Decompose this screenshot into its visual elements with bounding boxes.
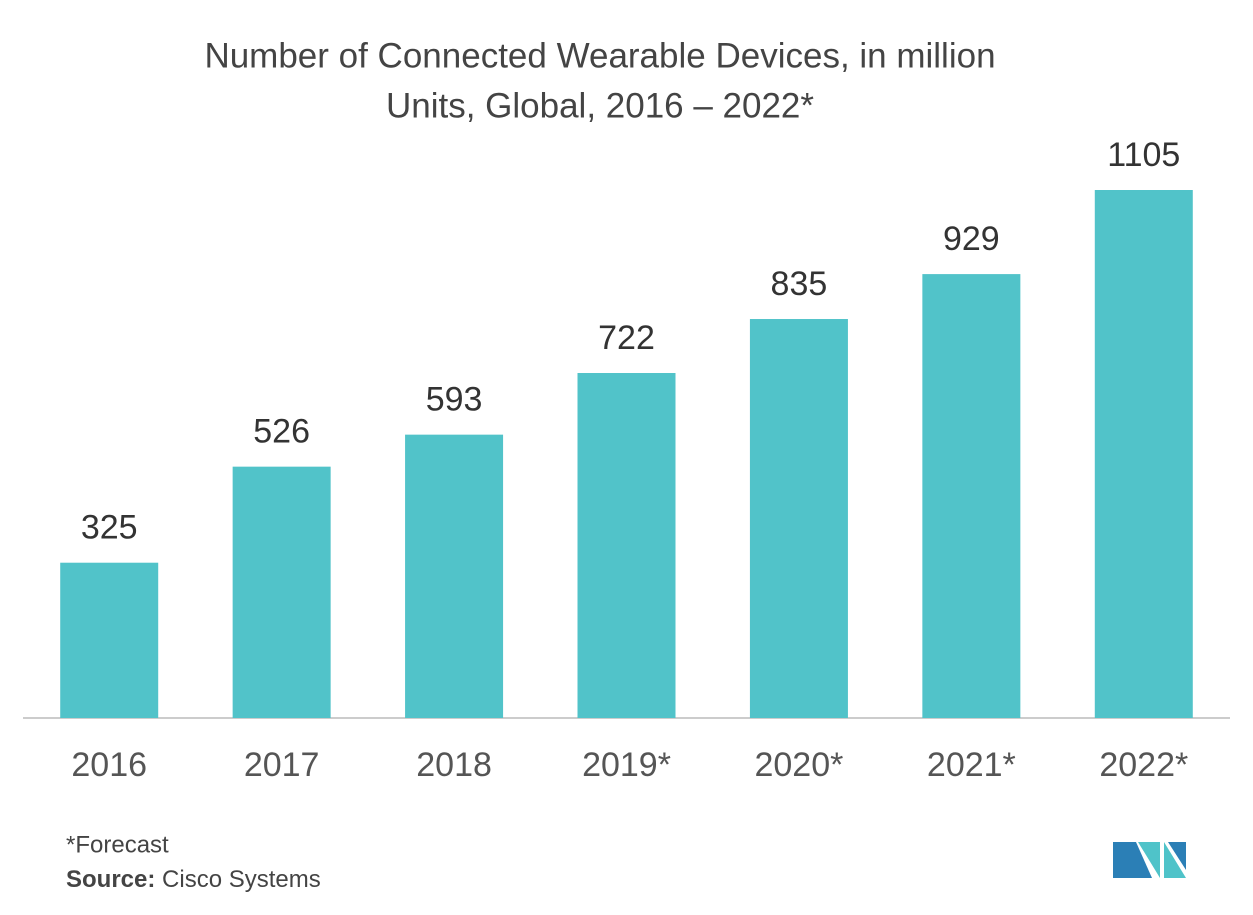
x-tick-label: 2018 — [416, 746, 492, 784]
value-label: 722 — [598, 319, 655, 357]
x-tick-label: 2021* — [927, 746, 1016, 784]
x-tick-label: 2016 — [71, 746, 147, 784]
x-tick-label: 2017 — [244, 746, 320, 784]
value-label: 325 — [81, 509, 138, 547]
value-label: 835 — [771, 265, 828, 303]
source: Source: Cisco Systems — [66, 866, 321, 893]
x-tick-label: 2019* — [582, 746, 671, 784]
chart-title: Units, Global, 2016 – 2022* — [386, 86, 814, 125]
footnote: *Forecast — [66, 831, 169, 858]
bar — [922, 274, 1021, 718]
logo-shape — [1113, 842, 1152, 878]
chart-title: Number of Connected Wearable Devices, in… — [204, 36, 995, 75]
bar — [60, 562, 159, 718]
value-label: 526 — [253, 413, 310, 451]
bar — [405, 434, 504, 718]
bar — [577, 373, 676, 718]
logo-shape — [1168, 842, 1186, 870]
bar — [1094, 190, 1193, 718]
value-label: 929 — [943, 220, 1000, 258]
value-label: 593 — [426, 381, 483, 419]
logo — [1113, 842, 1186, 878]
bar — [232, 466, 331, 718]
source-label: Source: — [66, 866, 155, 893]
logo-shape — [1164, 842, 1186, 878]
value-label: 1105 — [1107, 136, 1180, 174]
bar — [749, 319, 848, 718]
logo-shape — [1138, 842, 1160, 878]
x-tick-label: 2022* — [1099, 746, 1188, 784]
x-tick-label: 2020* — [754, 746, 843, 784]
source-name: Cisco Systems — [162, 866, 321, 893]
